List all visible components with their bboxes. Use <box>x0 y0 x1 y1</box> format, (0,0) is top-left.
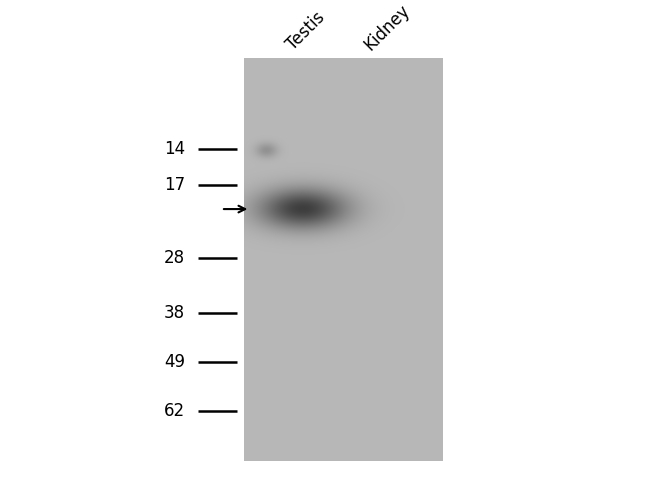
Text: Kidney: Kidney <box>361 1 414 54</box>
Text: 17: 17 <box>164 176 185 194</box>
Text: 49: 49 <box>164 353 185 371</box>
Text: 38: 38 <box>164 304 185 322</box>
Text: Testis: Testis <box>283 9 328 54</box>
Text: 14: 14 <box>164 140 185 158</box>
Text: 28: 28 <box>164 249 185 267</box>
Text: 62: 62 <box>164 402 185 420</box>
